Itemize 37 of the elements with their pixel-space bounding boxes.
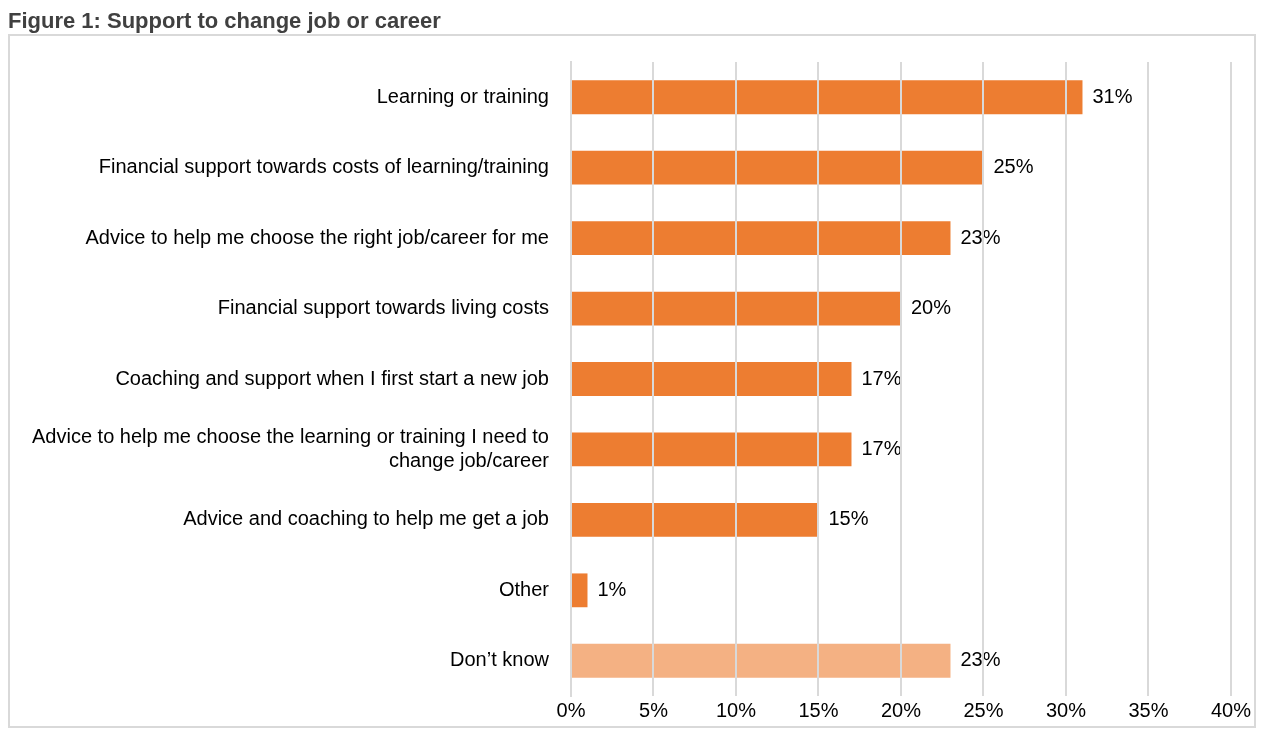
bar — [571, 291, 901, 326]
y-tick-label: Coaching and support when I first start a new job — [115, 366, 549, 389]
y-tick-label: Don’t know — [450, 648, 550, 671]
bar — [571, 643, 951, 678]
data-label: 20% — [910, 296, 952, 319]
data-label: 17% — [861, 366, 902, 389]
data-label: 1% — [597, 577, 627, 600]
bar — [571, 573, 588, 608]
bar — [571, 80, 1083, 115]
bar — [571, 362, 852, 396]
x-tick-label: 10% — [715, 698, 757, 721]
data-label: 31% — [1092, 84, 1133, 107]
x-tick-label: 35% — [1128, 698, 1169, 721]
data-label: 23% — [960, 225, 1001, 248]
y-tick-label: Advice and coaching to help me get a job — [183, 507, 549, 530]
y-tick-label: Financial support towards costs of learning/training — [98, 155, 549, 178]
y-tick-label: Advice to help me choose the learning or training I need to change job/career — [31, 424, 550, 471]
x-tick-label: 40% — [1210, 698, 1252, 721]
data-label: 23% — [960, 648, 1001, 671]
x-tick-label: 15% — [798, 698, 839, 721]
y-tick-label: Financial support towards living costs — [217, 296, 549, 319]
bar — [571, 221, 951, 256]
y-tick-label: Other — [498, 577, 550, 600]
data-label: 15% — [828, 507, 869, 530]
y-tick-label: Advice to help me choose the right job/career for me — [85, 225, 549, 248]
bar — [571, 150, 984, 185]
x-tick-label: 25% — [963, 698, 1004, 721]
x-tick-label: 0% — [556, 698, 586, 721]
data-label: 17% — [861, 436, 902, 459]
bar — [571, 432, 852, 467]
bar — [571, 502, 819, 537]
y-tick-label: Learning or training — [376, 84, 549, 107]
x-tick-label: 30% — [1045, 698, 1087, 721]
x-tick-label: 20% — [880, 698, 922, 721]
x-tick-label: 5% — [639, 698, 669, 721]
text: Figure 1: Support to change job or career — [8, 8, 442, 34]
data-label: 25% — [993, 155, 1034, 178]
